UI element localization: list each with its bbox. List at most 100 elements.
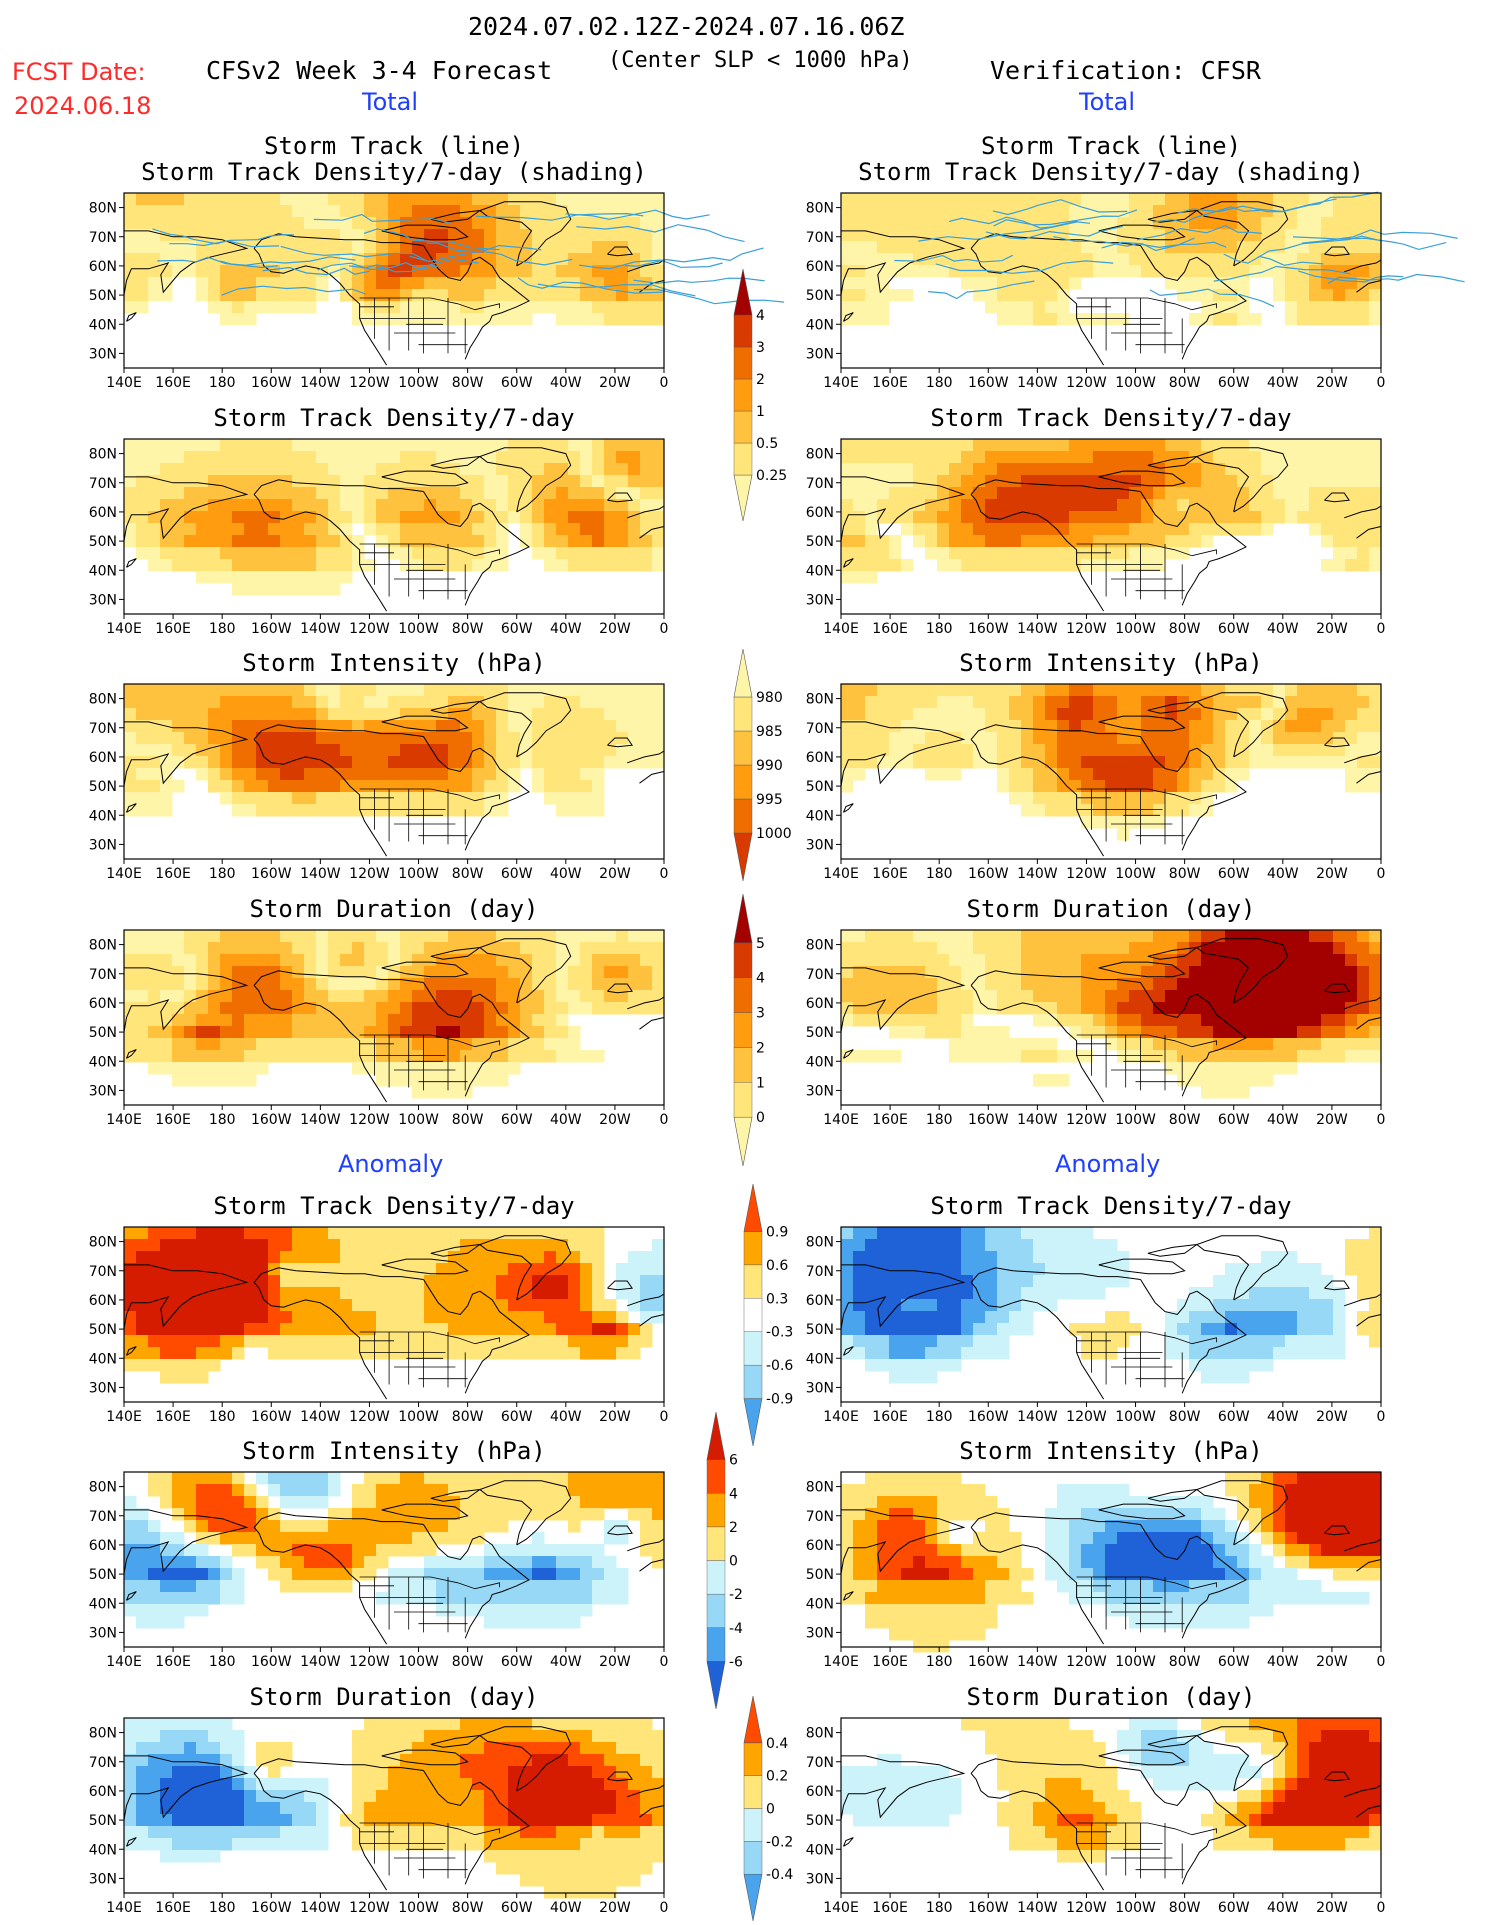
lat-tick-label: 40N (806, 1054, 834, 1070)
lon-tick-label: 0 (660, 621, 669, 637)
lon-tick-label: 80W (1169, 1112, 1201, 1128)
lon-tick-label: 20W (599, 866, 631, 882)
colorbar-tick-label: 2 (756, 1040, 765, 1056)
lon-tick-label: 180 (926, 1112, 953, 1128)
lat-tick-label: 60N (89, 259, 117, 275)
lon-tick-label: 180 (926, 375, 953, 391)
lon-tick-label: 160E (155, 375, 191, 391)
lat-tick-label: 50N (89, 779, 117, 795)
lon-tick-label: 100W (398, 621, 439, 637)
fcst-date-label: FCST Date: (12, 58, 146, 86)
lat-tick-label: 50N (806, 534, 834, 550)
lon-tick-label: 60W (1218, 1112, 1250, 1128)
lon-tick-label: 100W (1115, 1654, 1156, 1670)
lon-tick-label: 140E (823, 621, 859, 637)
lon-tick-label: 160W (251, 1900, 292, 1916)
lon-tick-label: 180 (926, 1409, 953, 1425)
lon-tick-label: 160W (968, 866, 1009, 882)
lat-tick-label: 50N (89, 1322, 117, 1338)
left-anom-duration-title: Storm Duration (day) (249, 1683, 539, 1711)
lat-tick-label: 40N (89, 1596, 117, 1612)
lon-tick-label: 0 (1377, 1654, 1386, 1670)
lat-tick-label: 70N (89, 230, 117, 246)
map-anom-intensity-verification: 80N 70N 60N 50N 40N 30N 140E 160E 180 160W 140W 120… (806, 1471, 1385, 1670)
lon-tick-label: 160E (155, 866, 191, 882)
left-anom-intensity-title: Storm Intensity (hPa) (242, 1437, 546, 1465)
colorbar-tick-label: 0 (766, 1802, 775, 1818)
lon-tick-label: 140W (1017, 621, 1058, 637)
lon-tick-label: 20W (1316, 621, 1348, 637)
map-total-density-forecast: 80N 70N 60N 50N 40N 30N 140E 160E 180 160W 140W 120… (89, 438, 668, 637)
right-track-title-2: Storm Track Density/7-day (shading) (858, 158, 1364, 186)
anomaly-label-right: Anomaly (1055, 1150, 1161, 1178)
colorbar-tick-label: 5 (756, 936, 765, 952)
lon-tick-label: 100W (398, 1654, 439, 1670)
colorbar-tick-label: -0.6 (766, 1358, 793, 1374)
left-track-title-1: Storm Track (line) (263, 132, 525, 160)
map-total-duration-forecast: 80N 70N 60N 50N 40N 30N 140E 160E 180 160W 140W 120… (89, 929, 668, 1128)
lat-tick-label: 70N (806, 967, 834, 983)
lon-tick-label: 140E (823, 866, 859, 882)
colorbar-tick-label: 0.4 (766, 1736, 788, 1752)
map-anom-duration-forecast: 80N 70N 60N 50N 40N 30N 140E 160E 180 160W 140W 120… (89, 1717, 668, 1916)
lat-tick-label: 30N (89, 837, 117, 853)
lat-tick-label: 30N (806, 1083, 834, 1099)
left-duration-title: Storm Duration (day) (249, 895, 539, 923)
lon-tick-label: 80W (1169, 621, 1201, 637)
lon-tick-label: 80W (452, 1900, 484, 1916)
lat-tick-label: 70N (89, 476, 117, 492)
lon-tick-label: 0 (1377, 1900, 1386, 1916)
lat-tick-label: 70N (806, 476, 834, 492)
lon-tick-label: 180 (209, 866, 236, 882)
lon-tick-label: 100W (398, 1112, 439, 1128)
lon-tick-label: 160E (872, 375, 908, 391)
lat-tick-label: 40N (89, 1351, 117, 1367)
lon-tick-label: 160W (251, 621, 292, 637)
lat-tick-label: 60N (89, 1293, 117, 1309)
lon-tick-label: 100W (398, 1409, 439, 1425)
lon-tick-label: 120W (349, 1900, 390, 1916)
lat-tick-label: 70N (89, 967, 117, 983)
lat-tick-label: 40N (89, 808, 117, 824)
lon-tick-label: 60W (1218, 375, 1250, 391)
lon-tick-label: 160E (155, 1900, 191, 1916)
lon-tick-label: 20W (599, 1654, 631, 1670)
lat-tick-label: 50N (89, 1567, 117, 1583)
lon-tick-label: 140W (1017, 1112, 1058, 1128)
lon-tick-label: 40W (1267, 866, 1299, 882)
lon-tick-label: 140E (106, 621, 142, 637)
lat-tick-label: 60N (806, 750, 834, 766)
lon-tick-label: 60W (1218, 621, 1250, 637)
colorbar-tick-label: 2 (756, 372, 765, 388)
lon-tick-label: 0 (1377, 621, 1386, 637)
lon-tick-label: 80W (452, 1112, 484, 1128)
lon-tick-label: 140E (106, 375, 142, 391)
colorbar-tick-label: -6 (729, 1654, 743, 1670)
lon-tick-label: 100W (1115, 1900, 1156, 1916)
colorbar-duration-total: 0 1 2 3 4 5 (733, 893, 765, 1167)
lon-tick-label: 0 (660, 1900, 669, 1916)
total-label-left: Total (362, 88, 419, 116)
lon-tick-label: 0 (1377, 1409, 1386, 1425)
colorbar-tick-label: -4 (729, 1621, 743, 1637)
lon-tick-label: 20W (599, 1900, 631, 1916)
lat-tick-label: 70N (89, 1509, 117, 1525)
lon-tick-label: 120W (1066, 375, 1107, 391)
lat-tick-label: 60N (806, 1784, 834, 1800)
lat-tick-label: 60N (89, 1784, 117, 1800)
lat-tick-label: 80N (806, 1235, 834, 1251)
colorbar-tick-label: 0.5 (756, 436, 778, 452)
lon-tick-label: 140E (823, 1409, 859, 1425)
lon-tick-label: 0 (660, 375, 669, 391)
map-total-intensity-forecast: 80N 70N 60N 50N 40N 30N 140E 160E 180 160W 140W 120… (89, 683, 668, 882)
lat-tick-label: 40N (89, 563, 117, 579)
colorbar-tick-label: -2 (729, 1587, 743, 1603)
lon-tick-label: 160W (251, 1112, 292, 1128)
lon-tick-label: 0 (1377, 866, 1386, 882)
colorbar-tick-label: 1 (756, 404, 765, 420)
lat-tick-label: 70N (806, 1264, 834, 1280)
lon-tick-label: 120W (1066, 1112, 1107, 1128)
lat-tick-label: 40N (806, 1842, 834, 1858)
colorbar-intensity-total: 1000 995 990 985 980 (733, 648, 792, 882)
colorbar-tick-label: 3 (756, 1006, 765, 1022)
